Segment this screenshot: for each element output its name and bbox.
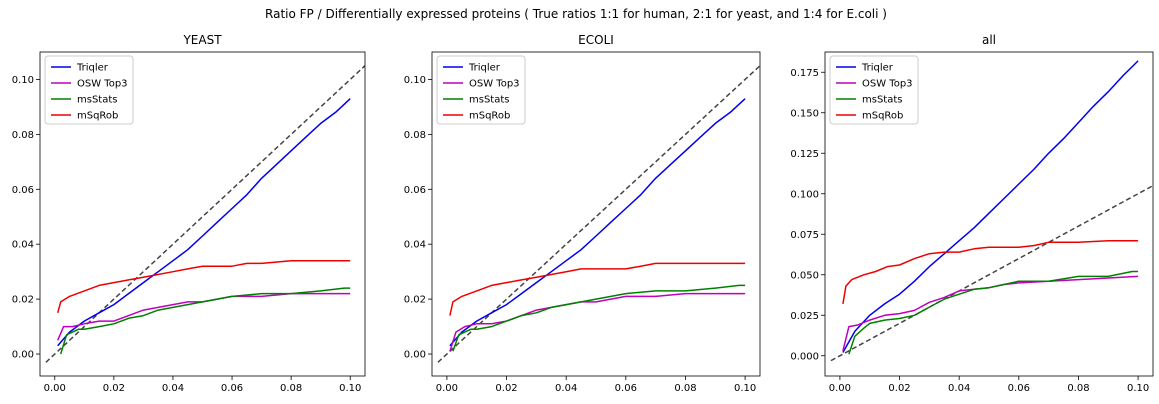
legend-entry-label: Triqler <box>468 63 501 74</box>
legend-entry-label: Triqler <box>76 63 109 74</box>
y-tick-label: 0.125 <box>790 149 819 160</box>
y-tick-label: 0.075 <box>790 230 819 241</box>
axes-frame <box>824 51 1154 377</box>
legend-box <box>829 55 919 125</box>
x-tick-label: 0.00 <box>829 383 851 394</box>
x-tick-label: 0.02 <box>495 383 517 394</box>
x-tick-label: 0.10 <box>734 383 756 394</box>
x-tick-label: 0.08 <box>280 383 302 394</box>
series-line-msstats <box>848 270 1139 355</box>
series-line-osw-top3 <box>449 292 746 352</box>
legend: Triqler OSW Top3 msStats mSqRob <box>829 55 919 125</box>
y-tick-label: 0.100 <box>790 189 819 200</box>
chart-title: YEAST <box>182 33 222 47</box>
y-tick-label: 0.00 <box>404 350 426 361</box>
x-tick-label: 0.02 <box>888 383 910 394</box>
y-tick-label: 0.08 <box>404 130 426 141</box>
axes-frame <box>431 51 761 377</box>
x-tick-label: 0.06 <box>221 383 243 394</box>
legend-entry-label: mSqRob <box>862 111 903 122</box>
legend-entry-label: OSW Top3 <box>77 79 128 90</box>
y-tick-label: 0.10 <box>404 75 426 86</box>
y-tick-label: 0.00 <box>12 350 34 361</box>
chart-panel-2: ECOLI 0.00 0.02 0.04 0.06 0.08 0.10 0.00 0.02 0.0… <box>404 33 761 394</box>
series-line-triqler <box>57 98 351 347</box>
series-line-msstats <box>452 284 746 352</box>
series-line-triqler <box>449 98 746 347</box>
x-tick-label: 0.04 <box>162 383 184 394</box>
y-tick-label: 0.06 <box>404 185 426 196</box>
legend-entry-label: msStats <box>77 95 117 106</box>
x-tick-label: 0.06 <box>1008 383 1030 394</box>
series-line-msqrob <box>56 259 351 313</box>
x-tick-label: 0.04 <box>555 383 577 394</box>
legend-entry-label: OSW Top3 <box>469 79 520 90</box>
y-tick-label: 0.06 <box>12 185 34 196</box>
y-tick-label: 0.10 <box>12 75 34 86</box>
legend: Triqler OSW Top3 msStats mSqRob <box>436 55 526 125</box>
x-tick-label: 0.10 <box>339 383 361 394</box>
legend-entry-label: mSqRob <box>77 111 118 122</box>
y-tick-label: 0.000 <box>790 351 819 362</box>
legend-box <box>436 55 526 125</box>
y-tick-label: 0.02 <box>12 295 34 306</box>
y-tick-label: 0.175 <box>790 68 819 79</box>
legend-entry-label: Triqler <box>861 63 894 74</box>
y-tick-label: 0.050 <box>790 270 819 281</box>
legend-entry-label: OSW Top3 <box>862 79 913 90</box>
chart-panel-3: all 0.00 0.02 0.04 0.06 0.08 0.10 0.000 0.025 0.0… <box>790 33 1154 394</box>
x-tick-label: 0.08 <box>1067 383 1089 394</box>
y-tick-label: 0.04 <box>12 240 34 251</box>
chart-title: ECOLI <box>578 33 614 47</box>
legend-entry-label: msStats <box>862 95 902 106</box>
legend: Triqler OSW Top3 msStats mSqRob <box>44 55 134 125</box>
figure-suptitle: Ratio FP / Differentially expressed prot… <box>265 7 887 21</box>
legend-box <box>44 55 134 125</box>
y-tick-label: 0.04 <box>404 240 426 251</box>
y-tick-label: 0.08 <box>12 130 34 141</box>
axes-frame <box>39 51 366 377</box>
series-line-msqrob <box>842 239 1139 305</box>
series-line-msqrob <box>449 262 746 316</box>
reference-diagonal-line <box>830 184 1153 362</box>
y-tick-label: 0.02 <box>404 295 426 306</box>
x-tick-label: 0.00 <box>436 383 458 394</box>
chart-panel-1: YEAST 0.00 0.02 0.04 0.06 0.08 0.10 0.00 0.02 0.0… <box>12 33 366 394</box>
x-tick-label: 0.04 <box>948 383 970 394</box>
x-tick-label: 0.06 <box>615 383 637 394</box>
legend-entry-label: mSqRob <box>469 111 510 122</box>
x-tick-label: 0.00 <box>44 383 66 394</box>
series-line-msstats <box>59 287 351 355</box>
x-tick-label: 0.10 <box>1127 383 1149 394</box>
series-line-osw-top3 <box>57 292 351 341</box>
series-line-triqler <box>842 60 1139 353</box>
x-tick-label: 0.02 <box>103 383 125 394</box>
y-tick-label: 0.025 <box>790 311 819 322</box>
y-tick-label: 0.150 <box>790 108 819 119</box>
chart-title: all <box>982 33 996 47</box>
x-tick-label: 0.08 <box>674 383 696 394</box>
legend-entry-label: msStats <box>469 95 509 106</box>
